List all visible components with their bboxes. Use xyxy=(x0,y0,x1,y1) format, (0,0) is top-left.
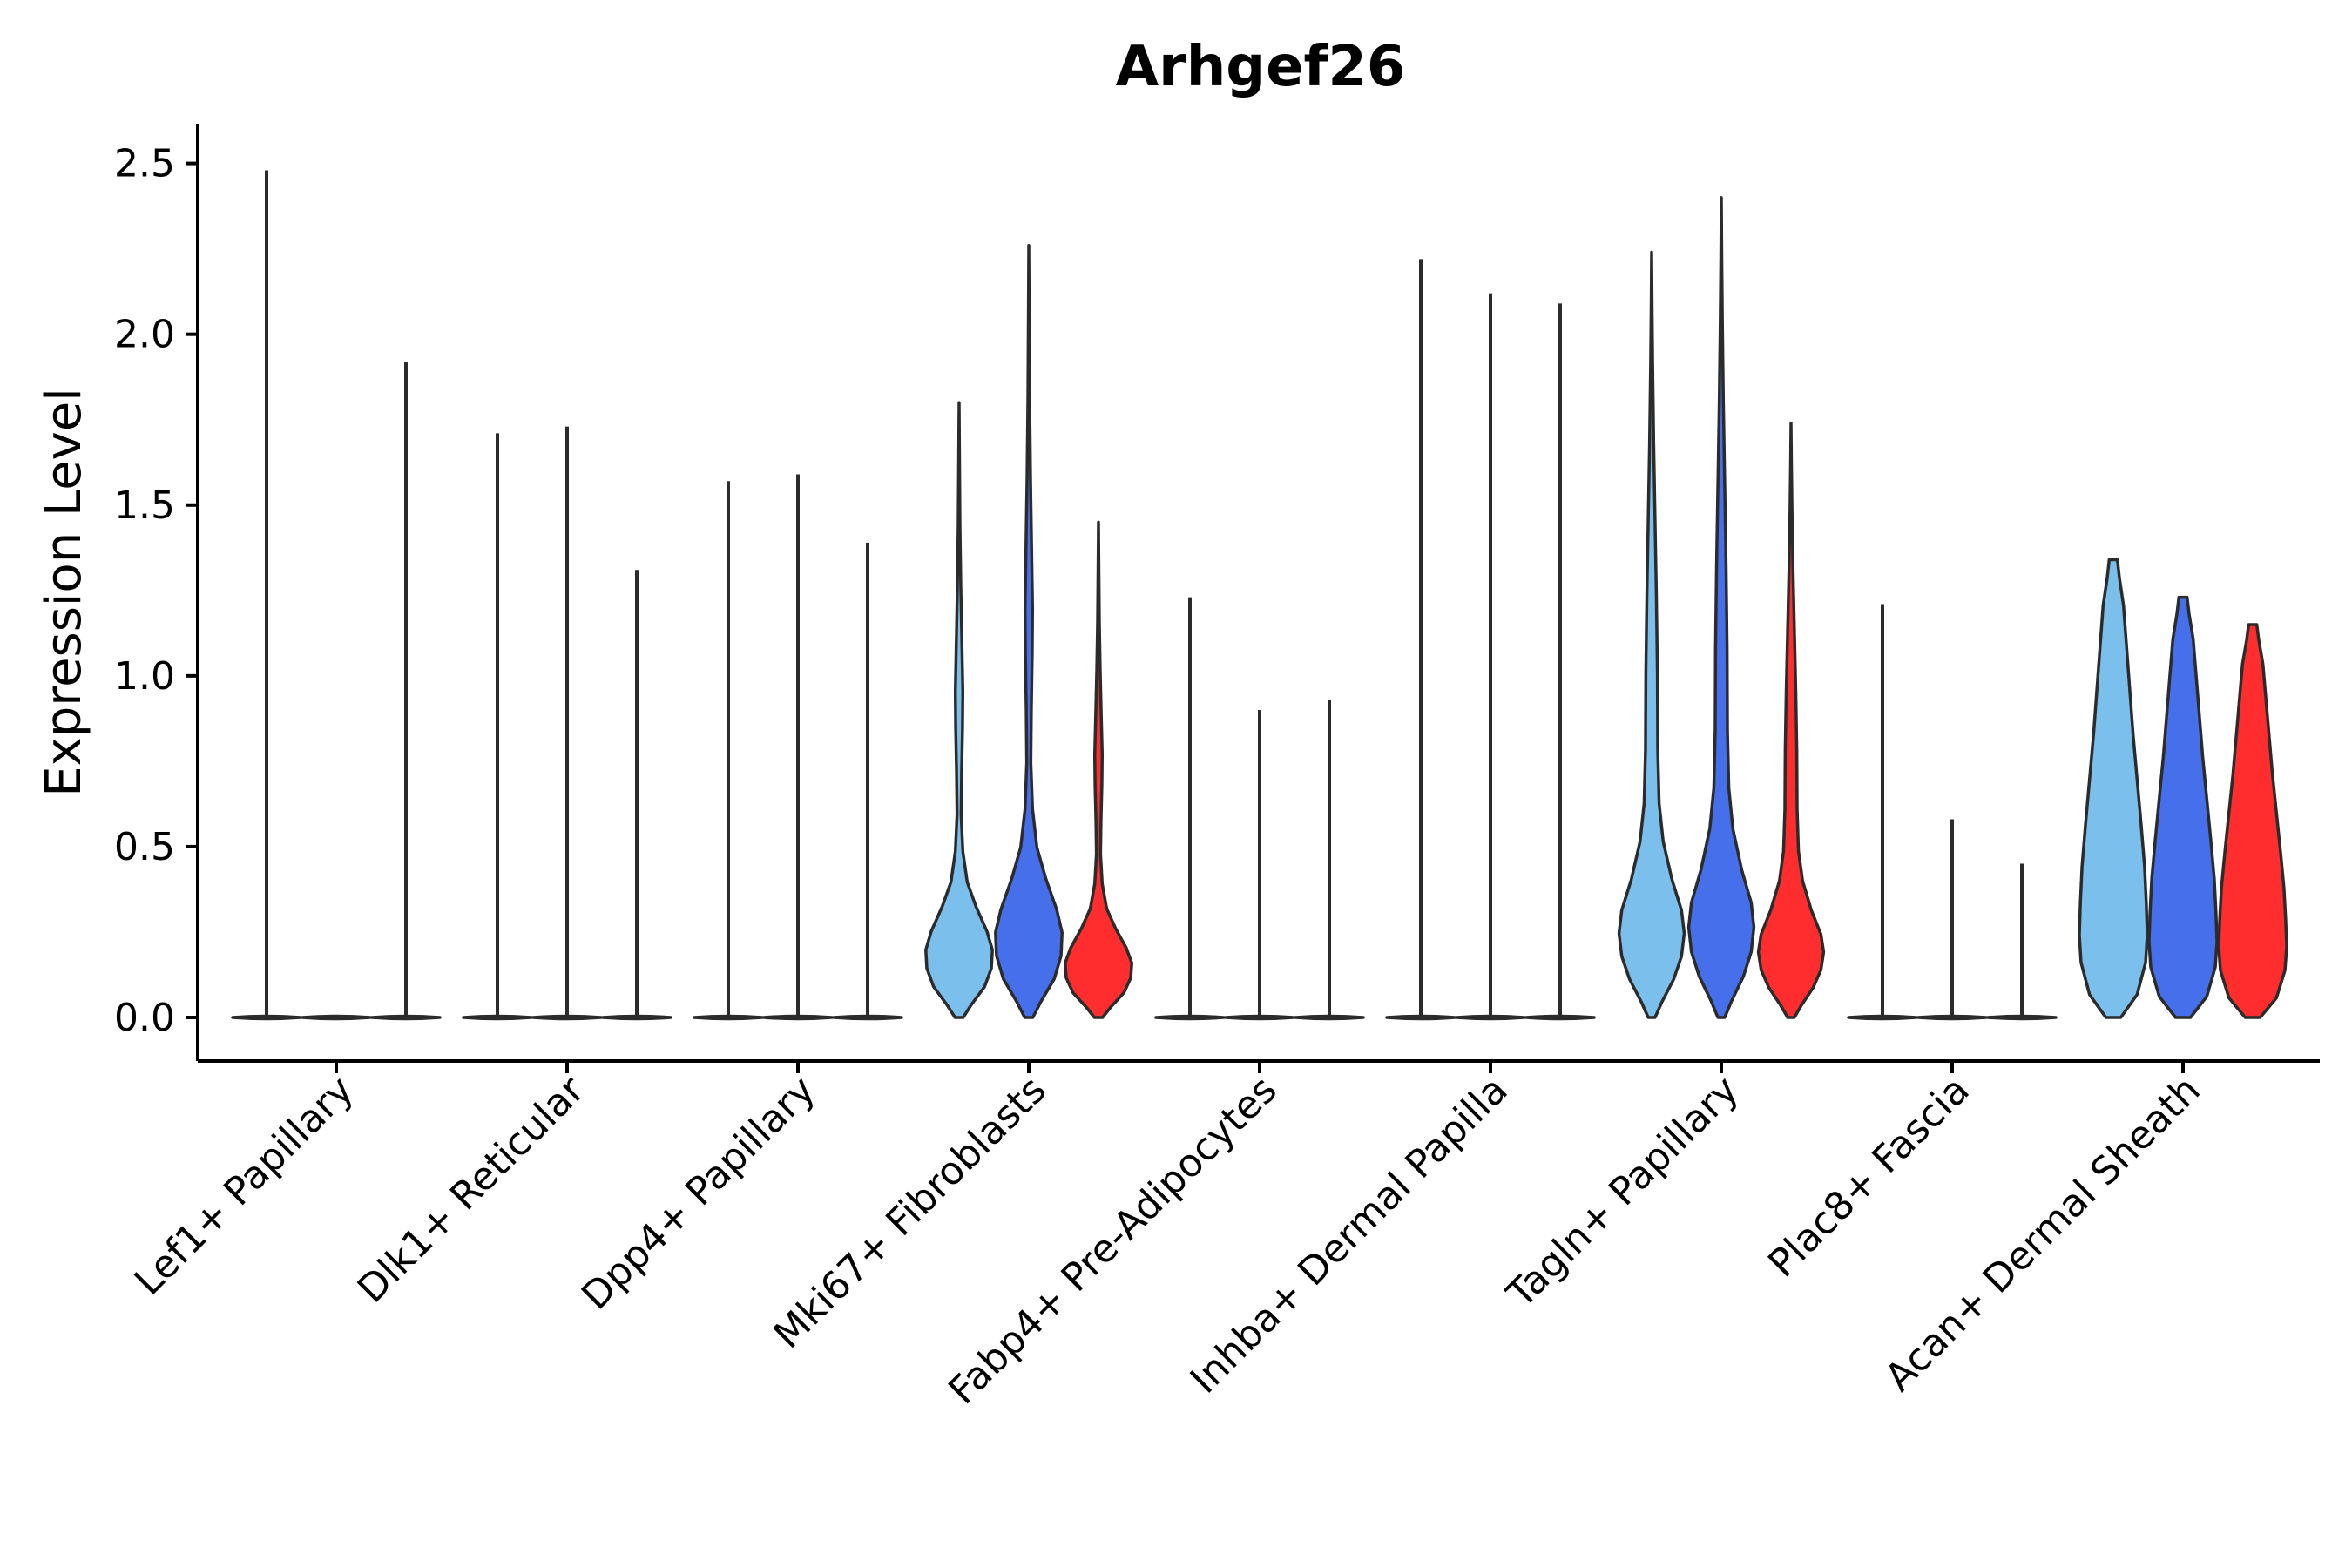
chart-title: Arhgef26 xyxy=(1116,35,1406,99)
violin-shape xyxy=(1756,421,1826,1019)
y-axis-label: Expression Level xyxy=(36,388,92,797)
violin-shape xyxy=(301,1014,372,1021)
violin-shape xyxy=(1686,196,1756,1019)
x-tick-label: Tagln+ Papillary xyxy=(1498,1068,1747,1317)
violin-shape xyxy=(2217,623,2288,1019)
violin-shape xyxy=(2078,558,2149,1019)
violin-shape xyxy=(1617,250,1686,1019)
y-tick-label: 1.5 xyxy=(114,483,175,528)
x-tick-label: Plac8+ Fascia xyxy=(1760,1068,1978,1287)
y-tick-label: 1.0 xyxy=(114,654,175,699)
y-ticks: 0.0 0.5 1.0 1.5 2.0 2.5 xyxy=(114,142,198,1040)
y-tick-label: 2.0 xyxy=(114,313,175,357)
violin-shape xyxy=(1064,520,1133,1019)
x-tick-label: Dpp4+ Papillary xyxy=(573,1068,824,1319)
x-tick-label: Dlk1+ Reticular xyxy=(349,1067,594,1312)
violin-shape xyxy=(924,401,994,1019)
y-tick-label: 0.5 xyxy=(114,825,175,869)
y-tick-label: 2.5 xyxy=(114,142,175,186)
x-tick-label: Lef1+ Papillary xyxy=(126,1068,362,1304)
y-tick-label: 0.0 xyxy=(114,996,175,1040)
violin-group xyxy=(231,170,2288,1021)
violin-shape xyxy=(994,243,1064,1019)
violin-shape xyxy=(2147,595,2219,1019)
